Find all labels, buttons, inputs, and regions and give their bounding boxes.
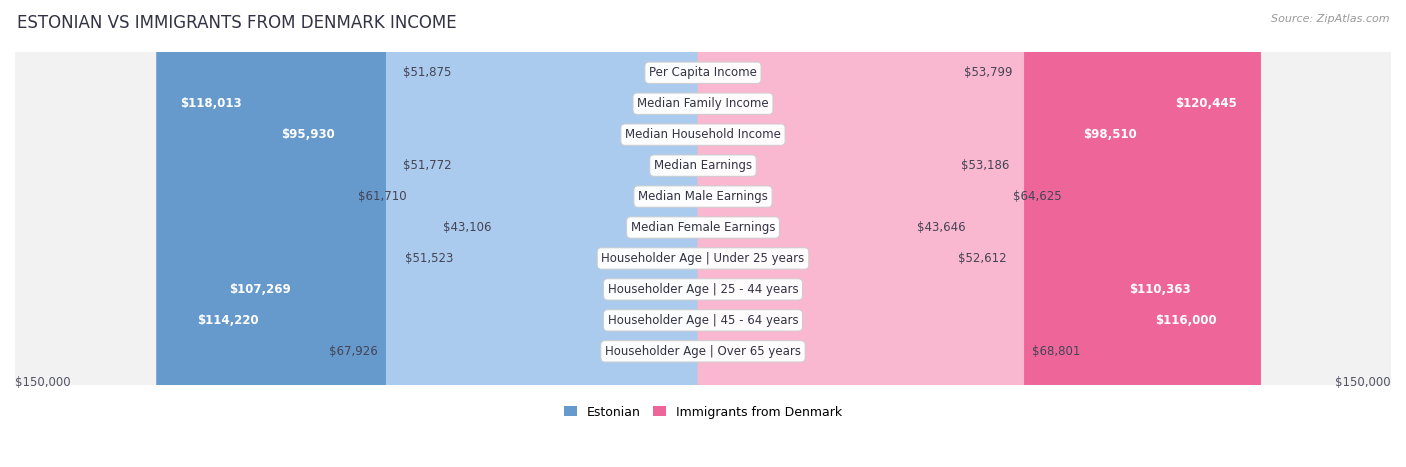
FancyBboxPatch shape [697, 0, 1005, 467]
Text: $120,445: $120,445 [1175, 97, 1237, 110]
Text: Per Capita Income: Per Capita Income [650, 66, 756, 79]
Legend: Estonian, Immigrants from Denmark: Estonian, Immigrants from Denmark [558, 399, 848, 425]
FancyBboxPatch shape [173, 0, 709, 467]
FancyBboxPatch shape [460, 0, 709, 467]
FancyBboxPatch shape [257, 0, 709, 467]
Text: $51,772: $51,772 [404, 159, 451, 172]
Text: ESTONIAN VS IMMIGRANTS FROM DENMARK INCOME: ESTONIAN VS IMMIGRANTS FROM DENMARK INCO… [17, 14, 457, 32]
FancyBboxPatch shape [499, 0, 709, 467]
FancyBboxPatch shape [697, 0, 950, 467]
Text: $43,646: $43,646 [917, 221, 966, 234]
Text: $64,625: $64,625 [1014, 190, 1062, 203]
Text: $61,710: $61,710 [357, 190, 406, 203]
FancyBboxPatch shape [697, 0, 1215, 467]
Text: $67,926: $67,926 [329, 345, 378, 358]
FancyBboxPatch shape [385, 0, 709, 467]
FancyBboxPatch shape [11, 0, 1395, 467]
Text: $68,801: $68,801 [1032, 345, 1081, 358]
Text: $43,106: $43,106 [443, 221, 492, 234]
Text: Median Family Income: Median Family Income [637, 97, 769, 110]
Text: Median Earnings: Median Earnings [654, 159, 752, 172]
Text: $53,799: $53,799 [963, 66, 1012, 79]
Text: $107,269: $107,269 [229, 283, 291, 296]
Text: Householder Age | 45 - 64 years: Householder Age | 45 - 64 years [607, 314, 799, 327]
FancyBboxPatch shape [11, 0, 1395, 467]
FancyBboxPatch shape [11, 0, 1395, 467]
FancyBboxPatch shape [460, 0, 709, 467]
FancyBboxPatch shape [11, 0, 1395, 467]
Text: Source: ZipAtlas.com: Source: ZipAtlas.com [1271, 14, 1389, 24]
Text: $150,000: $150,000 [1336, 376, 1391, 389]
FancyBboxPatch shape [697, 0, 1261, 467]
FancyBboxPatch shape [697, 0, 952, 467]
FancyBboxPatch shape [11, 0, 1395, 467]
Text: $51,523: $51,523 [405, 252, 453, 265]
Text: $51,875: $51,875 [404, 66, 451, 79]
Text: Householder Age | 25 - 44 years: Householder Age | 25 - 44 years [607, 283, 799, 296]
FancyBboxPatch shape [11, 0, 1395, 467]
Text: $95,930: $95,930 [281, 128, 335, 141]
FancyBboxPatch shape [697, 0, 908, 467]
FancyBboxPatch shape [697, 0, 1024, 467]
Text: $114,220: $114,220 [197, 314, 259, 327]
FancyBboxPatch shape [461, 0, 709, 467]
Text: $53,186: $53,186 [960, 159, 1010, 172]
Text: $110,363: $110,363 [1129, 283, 1191, 296]
FancyBboxPatch shape [697, 0, 1160, 467]
Text: Householder Age | Over 65 years: Householder Age | Over 65 years [605, 345, 801, 358]
FancyBboxPatch shape [11, 0, 1395, 467]
FancyBboxPatch shape [156, 0, 709, 467]
FancyBboxPatch shape [11, 0, 1395, 467]
Text: $52,612: $52,612 [957, 252, 1007, 265]
Text: $98,510: $98,510 [1083, 128, 1136, 141]
Text: $116,000: $116,000 [1156, 314, 1216, 327]
Text: $150,000: $150,000 [15, 376, 70, 389]
Text: Median Male Earnings: Median Male Earnings [638, 190, 768, 203]
FancyBboxPatch shape [205, 0, 709, 467]
Text: Median Household Income: Median Household Income [626, 128, 780, 141]
Text: Householder Age | Under 25 years: Householder Age | Under 25 years [602, 252, 804, 265]
FancyBboxPatch shape [697, 0, 955, 467]
FancyBboxPatch shape [11, 0, 1395, 467]
FancyBboxPatch shape [11, 0, 1395, 467]
Text: $118,013: $118,013 [180, 97, 242, 110]
FancyBboxPatch shape [697, 0, 1240, 467]
Text: Median Female Earnings: Median Female Earnings [631, 221, 775, 234]
FancyBboxPatch shape [415, 0, 709, 467]
